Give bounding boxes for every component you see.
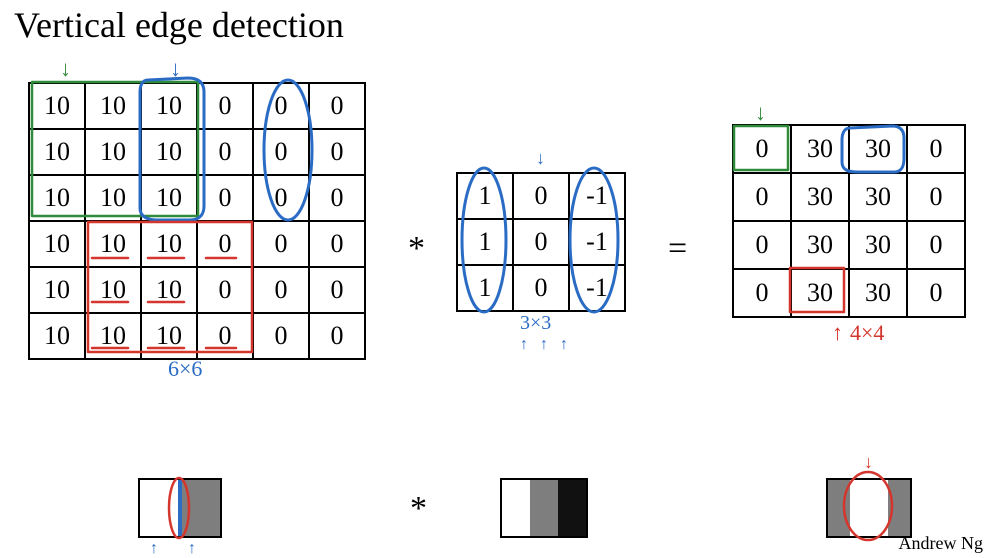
input-cell: 10 — [141, 267, 197, 313]
input-cell: 10 — [29, 129, 85, 175]
input-cell: 0 — [253, 175, 309, 221]
input-visualization — [138, 478, 222, 538]
kernel-cell: 1 — [457, 173, 513, 219]
arrow-down-icon: ↓ — [60, 56, 71, 82]
kernel-size-label: 3×3 — [520, 312, 551, 335]
input-cell: 0 — [253, 313, 309, 359]
input-cell: 10 — [85, 129, 141, 175]
kernel-cell: 1 — [457, 219, 513, 265]
output-cell: 30 — [849, 125, 907, 173]
arrow-down-icon: ↓ — [536, 148, 545, 169]
kernel-cell: -1 — [569, 173, 625, 219]
input-cell: 0 — [309, 83, 365, 129]
output-cell: 30 — [791, 221, 849, 269]
input-cell: 0 — [309, 313, 365, 359]
output-cell: 30 — [849, 173, 907, 221]
input-cell: 10 — [29, 221, 85, 267]
input-cell: 0 — [197, 83, 253, 129]
vis-segment — [502, 480, 530, 536]
vis-segment — [530, 480, 558, 536]
kernel-cell: -1 — [569, 219, 625, 265]
input-cell: 0 — [253, 221, 309, 267]
input-cell: 10 — [141, 83, 197, 129]
vis-segment — [140, 480, 178, 536]
arrow-up-icon: ↑ — [540, 336, 548, 354]
equals-operator: = — [668, 230, 687, 268]
vis-segment — [850, 480, 888, 536]
output-cell: 0 — [733, 125, 791, 173]
input-cell: 0 — [309, 175, 365, 221]
input-matrix: 1010100001010100001010100001010100001010… — [28, 82, 366, 360]
output-cell: 30 — [791, 125, 849, 173]
conv-operator-2: * — [410, 490, 427, 528]
kernel-cell: 0 — [513, 173, 569, 219]
input-cell: 10 — [85, 175, 141, 221]
arrow-down-icon: ↓ — [170, 56, 181, 82]
input-cell: 10 — [85, 267, 141, 313]
output-visualization — [826, 478, 912, 538]
input-cell: 0 — [309, 129, 365, 175]
output-cell: 30 — [849, 221, 907, 269]
output-cell: 0 — [907, 125, 965, 173]
vis-segment — [828, 480, 850, 536]
arrow-down-icon: ↓ — [755, 100, 766, 126]
input-cell: 10 — [141, 175, 197, 221]
arrow-up-icon: ↑ — [188, 540, 196, 558]
arrow-up-icon: ↑ — [520, 336, 528, 354]
input-cell: 10 — [29, 175, 85, 221]
input-cell: 10 — [141, 129, 197, 175]
input-cell: 10 — [85, 83, 141, 129]
output-matrix: 030300030300030300030300 — [732, 124, 966, 318]
vis-segment — [558, 480, 586, 536]
input-cell: 0 — [253, 83, 309, 129]
output-cell: 0 — [733, 269, 791, 317]
output-cell: 0 — [733, 221, 791, 269]
output-cell: 0 — [907, 269, 965, 317]
arrow-down-icon: ↓ — [864, 452, 873, 473]
output-cell: 30 — [849, 269, 907, 317]
output-cell: 0 — [907, 173, 965, 221]
input-cell: 10 — [141, 221, 197, 267]
output-cell: 30 — [791, 269, 849, 317]
input-cell: 0 — [253, 129, 309, 175]
author-credit: Andrew Ng — [899, 533, 983, 554]
input-size-label: 6×6 — [168, 356, 202, 382]
kernel-matrix: 10-1 10-1 10-1 — [456, 172, 626, 312]
input-cell: 0 — [197, 129, 253, 175]
input-cell: 0 — [309, 221, 365, 267]
output-cell: 0 — [733, 173, 791, 221]
input-cell: 0 — [253, 267, 309, 313]
input-cell: 0 — [197, 313, 253, 359]
kernel-cell: -1 — [569, 265, 625, 311]
arrow-up-icon: ↑ — [832, 320, 843, 346]
page-title: Vertical edge detection — [14, 4, 344, 46]
input-cell: 10 — [29, 83, 85, 129]
output-size-label: 4×4 — [850, 320, 884, 346]
input-cell: 0 — [197, 175, 253, 221]
conv-operator-1: * — [408, 230, 425, 268]
input-cell: 10 — [141, 313, 197, 359]
input-cell: 0 — [197, 221, 253, 267]
input-cell: 0 — [309, 267, 365, 313]
input-cell: 10 — [85, 313, 141, 359]
input-cell: 10 — [29, 267, 85, 313]
slide: { "title": "Vertical edge detection", "c… — [0, 0, 989, 558]
kernel-cell: 0 — [513, 265, 569, 311]
input-cell: 0 — [197, 267, 253, 313]
kernel-cell: 0 — [513, 219, 569, 265]
vis-segment — [888, 480, 910, 536]
output-cell: 0 — [907, 221, 965, 269]
output-cell: 30 — [791, 173, 849, 221]
input-cell: 10 — [29, 313, 85, 359]
arrow-up-icon: ↑ — [150, 540, 158, 558]
kernel-visualization — [500, 478, 588, 538]
arrow-up-icon: ↑ — [560, 336, 568, 354]
kernel-cell: 1 — [457, 265, 513, 311]
input-cell: 10 — [85, 221, 141, 267]
vis-segment — [182, 480, 220, 536]
